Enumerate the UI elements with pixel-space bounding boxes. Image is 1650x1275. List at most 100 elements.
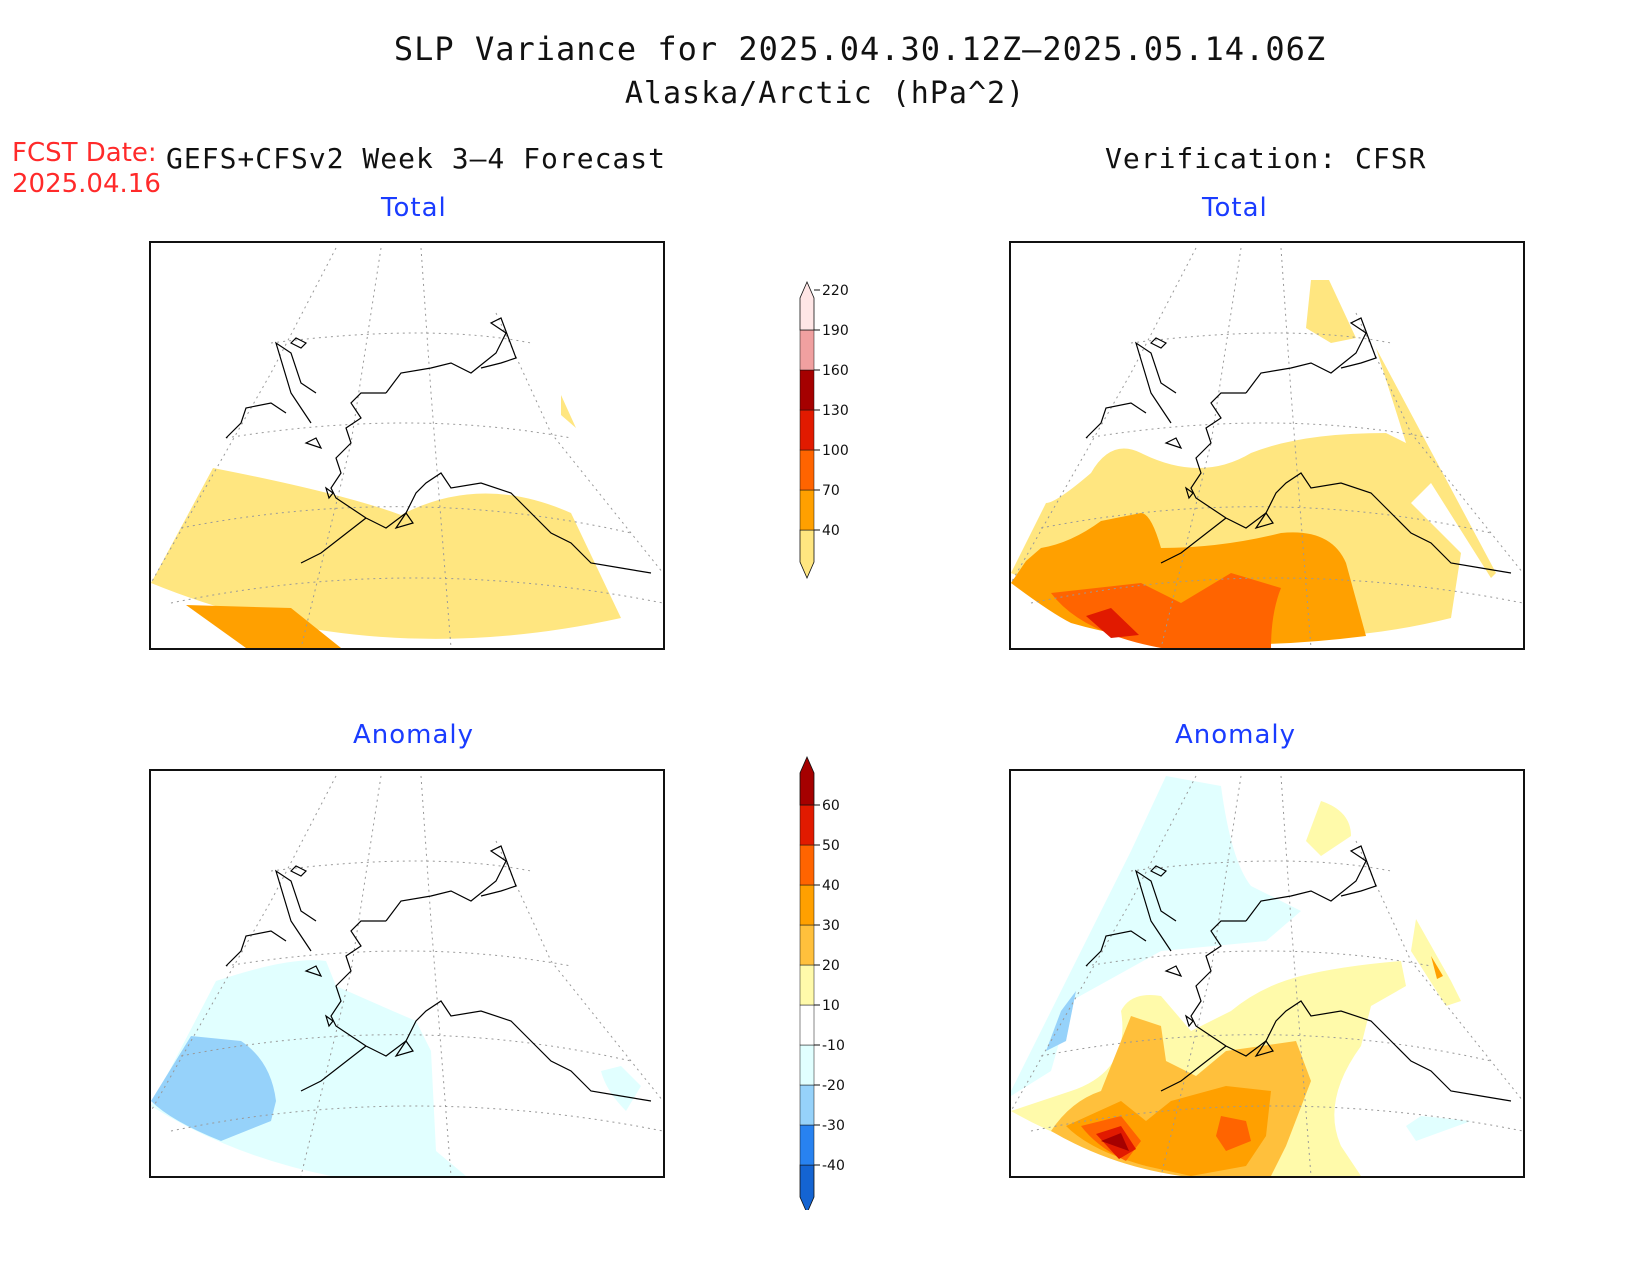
colorbar-swatch <box>799 804 815 846</box>
coast-line <box>324 1014 334 1028</box>
colorbar-swatch <box>799 924 815 966</box>
contour-10-20-east <box>1411 919 1461 1006</box>
forecast-anomaly-title: Anomaly <box>353 720 475 750</box>
grid-line <box>1280 775 1312 1176</box>
coast-line <box>300 1045 367 1092</box>
grid-line <box>1085 950 1432 967</box>
colorbar-tick-label: 160 <box>822 363 849 379</box>
grid-line <box>1030 577 1523 604</box>
colorbar-tick-label: -30 <box>822 1118 845 1134</box>
grid-line <box>270 332 532 344</box>
contour-60plus <box>1101 1133 1129 1151</box>
grid-line <box>420 247 452 648</box>
coast-line <box>225 402 287 439</box>
coastline <box>225 317 652 574</box>
grid-line <box>225 950 572 967</box>
colorbar-swatch <box>799 964 815 1006</box>
contour-70-100 <box>186 605 341 648</box>
total-colorbar: 40 70 100 130 160 190 220 <box>799 281 849 579</box>
coast-line <box>1184 1014 1194 1028</box>
colorbar-swatch <box>799 1164 815 1210</box>
forecast-heading: GEFS+CFSv2 Week 3–4 Forecast <box>166 142 667 175</box>
coast-line <box>1254 511 1274 530</box>
coast-line <box>225 930 287 967</box>
grid-line <box>1160 247 1242 648</box>
coast-line <box>394 511 414 530</box>
colorbar-tick-label: 50 <box>822 838 840 854</box>
grid-line <box>170 1105 663 1132</box>
contour-40-70-n <box>1306 280 1356 343</box>
forecast-total-map <box>149 241 665 650</box>
grid-line <box>495 840 663 1102</box>
coast-line <box>1190 392 1246 519</box>
coast-line <box>1134 869 1177 952</box>
fcst-date-block: FCST Date: 2025.04.16 <box>12 138 161 200</box>
coast-line <box>300 517 367 564</box>
colorbar-swatch <box>799 884 815 926</box>
colorbar-swatch <box>799 329 815 371</box>
contour-40-50-b <box>1216 1116 1251 1151</box>
coast-line <box>274 341 317 424</box>
fcst-date-value: 2025.04.16 <box>12 169 161 199</box>
coast-line <box>274 869 317 952</box>
coast-line <box>1164 965 1183 978</box>
grid-line <box>1355 312 1523 574</box>
coast-line <box>1225 1000 1512 1102</box>
anomaly-colorbar: -40 -30 -20 -10 10 20 30 40 50 60 <box>799 756 845 1210</box>
colorbar-tick-label: 100 <box>822 443 849 459</box>
colorbar-swatch <box>799 529 815 579</box>
grid-line <box>1160 775 1242 1176</box>
colorbar-tick-label: 30 <box>822 918 840 934</box>
grid-line <box>300 775 382 1176</box>
coast-line <box>365 472 652 574</box>
verification-anomaly-title: Anomaly <box>1175 720 1297 750</box>
grid-line <box>170 577 663 604</box>
grid-line <box>1130 860 1392 872</box>
coast-line <box>1245 845 1377 922</box>
colorbar-swatch <box>799 449 815 491</box>
colorbar-tick-label: 220 <box>822 283 849 299</box>
coast-line <box>304 965 323 978</box>
contour-neg20-neg30 <box>151 1036 276 1141</box>
anomaly-colorbar-swatches: -40 -30 -20 -10 10 20 30 40 50 60 <box>799 756 845 1210</box>
colorbar-tick-label: -10 <box>822 1038 845 1054</box>
coastline <box>1085 845 1512 1102</box>
colorbar-swatch <box>799 369 815 411</box>
contour-neg10-neg20-se <box>1406 1116 1471 1141</box>
colorbar-swatch <box>799 409 815 451</box>
colorbar-swatch <box>799 756 815 806</box>
coastline <box>1085 317 1512 574</box>
grid-line <box>225 422 572 439</box>
coast-line <box>385 845 517 922</box>
coast-line <box>1160 1045 1227 1092</box>
coast-line <box>1085 402 1147 439</box>
coast-line <box>1254 1039 1274 1058</box>
contour-neg20-neg30 <box>1046 991 1076 1051</box>
coast-line <box>324 486 334 500</box>
colorbar-swatch <box>799 844 815 886</box>
colorbar-tick-label: 190 <box>822 323 849 339</box>
main-title: SLP Variance for 2025.04.30.12Z–2025.05.… <box>393 30 1327 68</box>
coast-line <box>330 920 386 1047</box>
coast-line <box>1160 517 1227 564</box>
coast-line <box>394 1039 414 1058</box>
fcst-date-label: FCST Date: <box>12 138 157 168</box>
colorbar-swatch <box>799 1004 815 1046</box>
colorbar-swatch <box>799 281 815 331</box>
colorbar-tick-label: 20 <box>822 958 840 974</box>
grid-line <box>1085 422 1432 439</box>
contour-40-70 <box>151 468 621 639</box>
contour-10-20-north <box>1306 801 1351 856</box>
colorbar-tick-label: 70 <box>822 483 840 499</box>
colorbar-swatch <box>799 1044 815 1086</box>
contour-neg10-neg20-east <box>601 1066 641 1111</box>
forecast-anomaly-map <box>149 769 665 1178</box>
colorbar-tick-label: -20 <box>822 1078 845 1094</box>
coast-line <box>385 317 517 394</box>
colorbar-tick-label: 10 <box>822 998 840 1014</box>
coast-line <box>365 1000 652 1102</box>
contour-30-40-east <box>1431 956 1443 979</box>
coast-line <box>1164 437 1183 450</box>
grid-line <box>270 860 532 872</box>
colorbar-tick-label: 60 <box>822 798 840 814</box>
